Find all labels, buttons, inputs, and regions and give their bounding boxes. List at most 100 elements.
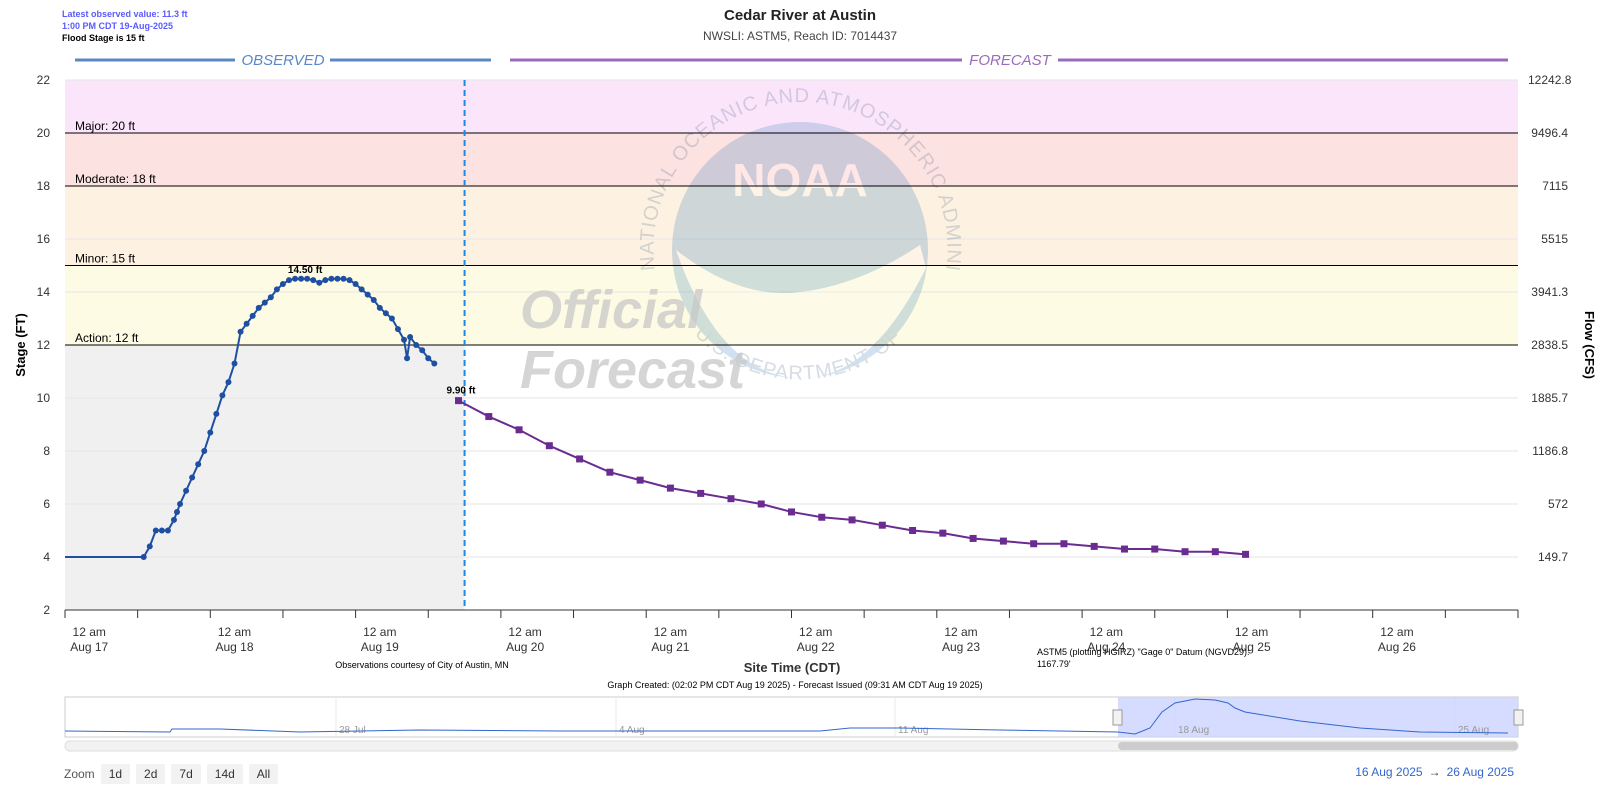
- observed-point: [352, 281, 359, 288]
- x-tick-label: Aug 26: [1378, 640, 1416, 654]
- forecast-point: [969, 534, 977, 542]
- observations-credit: Observations courtesy of City of Austin,…: [335, 660, 509, 670]
- zoom-7d-button[interactable]: 7d: [171, 764, 201, 784]
- range-from-input[interactable]: 16 Aug 2025: [1355, 765, 1423, 779]
- forecast-point: [1211, 548, 1219, 556]
- y2-axis-title: Flow (CFS): [1582, 311, 1597, 379]
- forecast-series-line: [458, 399, 1246, 556]
- observed-point: [225, 379, 232, 386]
- navigator-label: 25 Aug: [1458, 725, 1489, 736]
- observed-point: [273, 286, 280, 293]
- forecast-point: [1120, 545, 1128, 553]
- observed-point: [310, 277, 317, 284]
- forecast-point: [636, 476, 644, 484]
- x-tick-label: Aug 24: [1087, 640, 1125, 654]
- forecast-point: [727, 495, 735, 503]
- zoom-label: Zoom: [64, 767, 95, 781]
- y2-tick-label: 2838.5: [1531, 338, 1568, 352]
- navigator-label: 28 Jul: [339, 725, 366, 736]
- observed-point: [425, 355, 432, 362]
- forecast-point: [1181, 548, 1189, 556]
- observed-point: [292, 275, 299, 282]
- y-tick-label: 2: [43, 603, 50, 617]
- x-tick-label: 12 am: [654, 625, 687, 639]
- x-tick-label: 12 am: [1235, 625, 1268, 639]
- observed-point: [346, 277, 353, 284]
- forecast-point: [606, 468, 614, 476]
- navigator-series: [64, 698, 1509, 735]
- navigator-selection[interactable]: [1118, 697, 1518, 737]
- observed-point: [249, 312, 256, 319]
- forecast-point: [455, 397, 463, 405]
- forecast-point: [757, 500, 765, 508]
- y-tick-label: 18: [37, 179, 51, 193]
- zoom-all-button[interactable]: All: [248, 764, 279, 784]
- forecast-point: [1060, 540, 1068, 548]
- watermark-official: Official: [520, 280, 703, 340]
- observed-point: [322, 277, 329, 284]
- x-tick-label: 12 am: [944, 625, 977, 639]
- forecast-point: [697, 489, 705, 497]
- observed-point: [152, 527, 159, 534]
- y-tick-label: 10: [37, 391, 51, 405]
- forecast-point: [1090, 542, 1098, 550]
- forecast-point: [485, 413, 493, 421]
- latest-value: Latest observed value: 11.3 ft: [62, 9, 188, 19]
- x-tick-label: Aug 20: [506, 640, 544, 654]
- y-tick-label: 20: [37, 126, 51, 140]
- y2-tick-label: 5515: [1541, 232, 1568, 246]
- y-tick-label: 14: [37, 285, 51, 299]
- watermark-forecast: Forecast: [520, 340, 747, 400]
- y2-tick-label: 9496.4: [1531, 126, 1568, 140]
- observed-point: [231, 360, 238, 367]
- observed-point: [340, 275, 347, 282]
- navigator-handle-right[interactable]: [1513, 709, 1524, 726]
- observed-point: [419, 347, 426, 354]
- observed-point: [219, 392, 226, 399]
- x-tick-label: 12 am: [1090, 625, 1123, 639]
- zoom-2d-button[interactable]: 2d: [136, 764, 166, 784]
- observed-point: [213, 410, 220, 417]
- forecast-point: [1242, 550, 1250, 558]
- observed-point: [158, 527, 165, 534]
- forecast-point: [576, 455, 584, 463]
- date-range: 16 Aug 2025 → 26 Aug 2025: [1355, 765, 1514, 779]
- navigator-handle-left[interactable]: [1112, 709, 1123, 726]
- threshold-label-action: Action: 12 ft: [75, 331, 139, 345]
- y2-tick-label: 1186.8: [1532, 444, 1568, 458]
- major-flood-band: [65, 80, 1518, 133]
- y2-tick-label: 149.7: [1538, 550, 1568, 564]
- zoom-1d-button[interactable]: 1d: [100, 764, 131, 784]
- y-tick-label: 8: [43, 444, 50, 458]
- x-tick-label: Aug 19: [361, 640, 399, 654]
- forecast-point: [999, 537, 1007, 545]
- observed-point: [237, 328, 244, 335]
- observed-point: [146, 543, 153, 550]
- threshold-label-moderate: Moderate: 18 ft: [75, 172, 156, 186]
- x-tick-label: Aug 17: [70, 640, 108, 654]
- observed-point: [243, 320, 250, 327]
- observed-point: [267, 294, 274, 301]
- observed-point: [298, 275, 305, 282]
- x-tick-label: Aug 22: [797, 640, 835, 654]
- observed-point: [279, 281, 286, 288]
- x-tick-label: 12 am: [73, 625, 106, 639]
- forecast-point: [515, 426, 523, 434]
- y2-tick-label: 1885.7: [1531, 391, 1568, 405]
- forecast-point: [848, 516, 856, 524]
- observed-point: [286, 277, 293, 284]
- navigator-scrollbar-thumb[interactable]: [1118, 742, 1518, 750]
- y-tick-label: 16: [37, 232, 51, 246]
- arrow-right-icon: →: [1428, 765, 1441, 779]
- observed-point: [413, 342, 420, 348]
- forecast-point: [666, 484, 674, 492]
- zoom-14d-button[interactable]: 14d: [206, 764, 243, 784]
- observed-point: [170, 516, 177, 523]
- navigator-label: 11 Aug: [898, 725, 928, 736]
- y-tick-label: 22: [37, 73, 51, 87]
- observed-point: [404, 355, 411, 362]
- x-tick-label: 12 am: [363, 625, 396, 639]
- range-to-input[interactable]: 26 Aug 2025: [1446, 765, 1514, 779]
